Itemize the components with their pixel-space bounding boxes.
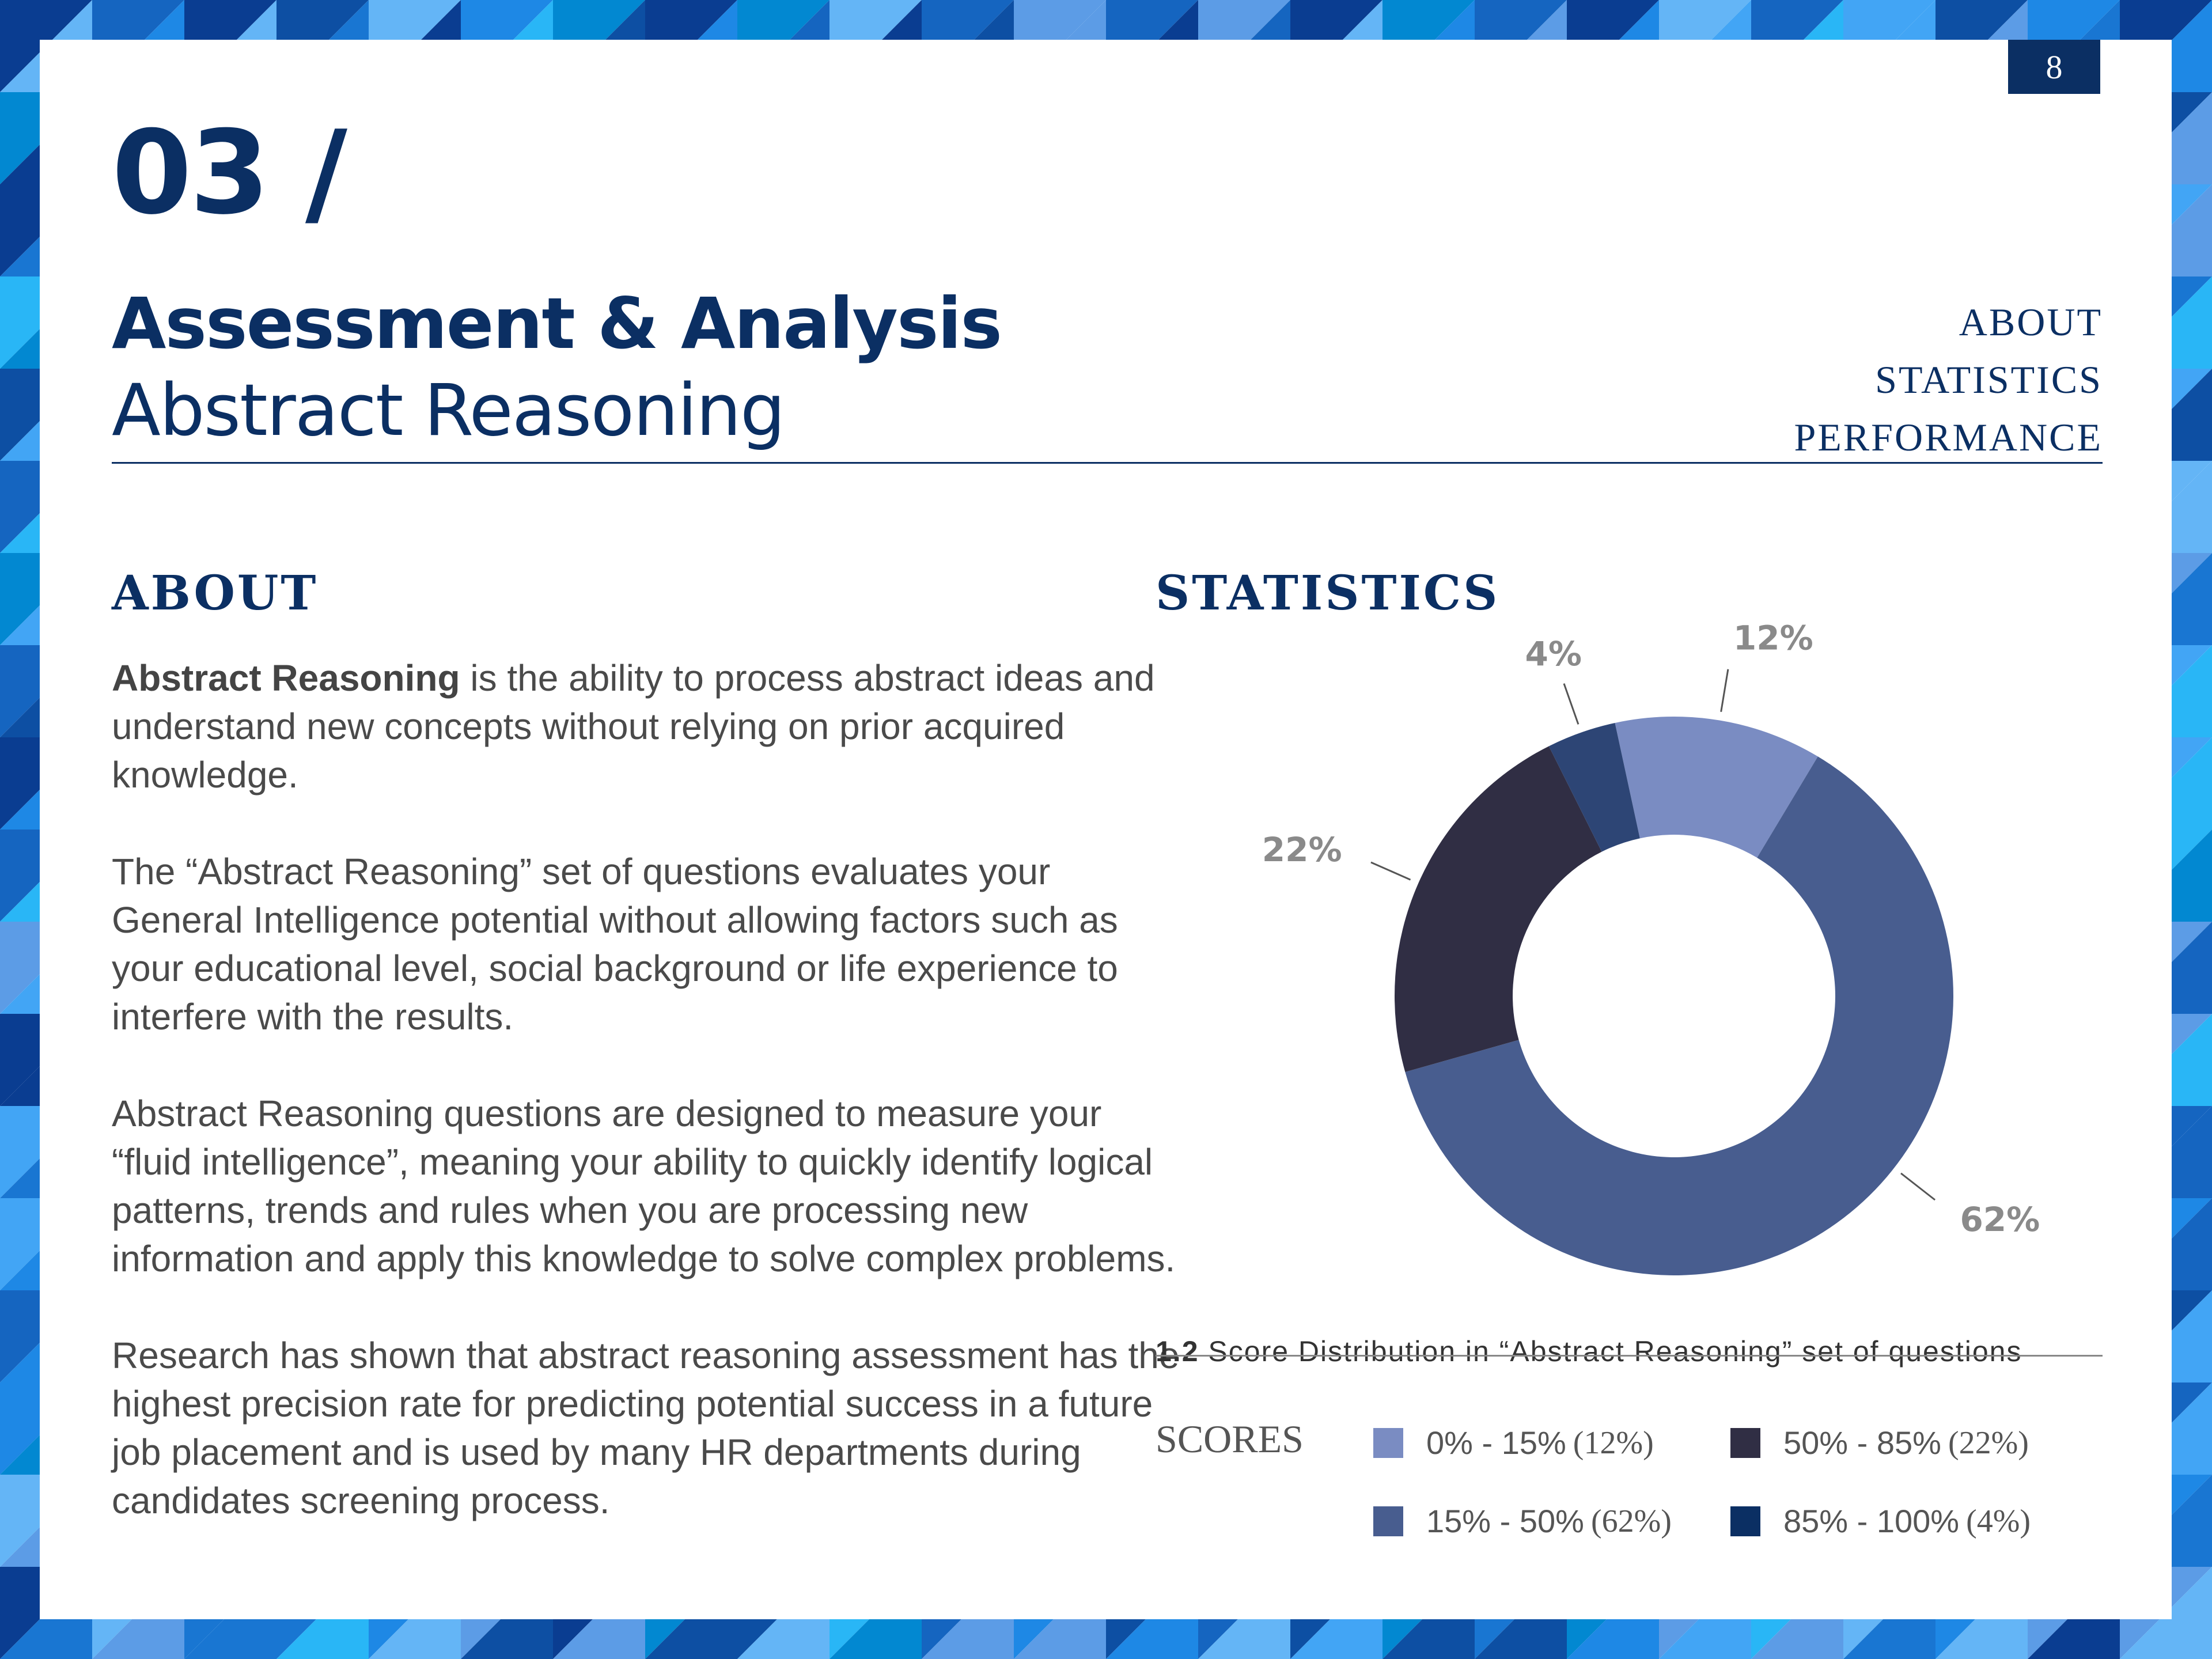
legend-range-50-85: 50% - 85% bbox=[1783, 1425, 1941, 1461]
chart-caption: 1.2 Score Distribution in “Abstract Reas… bbox=[1156, 1335, 2022, 1368]
donut-slice-0-15 bbox=[1615, 717, 1818, 858]
legend-pct-15-50: (62%) bbox=[1590, 1503, 1672, 1539]
page-subtitle: Abstract Reasoning bbox=[112, 369, 786, 452]
slice-label-85-100: 4% bbox=[1525, 634, 1581, 673]
page-title: Assessment & Analysis bbox=[112, 283, 1002, 365]
page-number: 8 bbox=[2008, 40, 2100, 94]
legend-swatch-0-15 bbox=[1373, 1427, 1403, 1458]
legend-item-85-100: 85% - 100% (4%) bbox=[1730, 1502, 2031, 1540]
legend-item-0-15: 0% - 15% (12%) bbox=[1373, 1424, 1654, 1461]
slice-label-0-15: 12% bbox=[1733, 618, 1813, 657]
legend-pct-0-15: (12%) bbox=[1573, 1425, 1654, 1461]
leader-line-0-15 bbox=[1720, 669, 1729, 712]
legend-swatch-50-85 bbox=[1730, 1427, 1760, 1458]
legend-pct-50-85: (22%) bbox=[1948, 1425, 2029, 1461]
about-paragraph-1: Abstract Reasoning is the ability to pro… bbox=[112, 654, 1183, 799]
leader-line-85-100 bbox=[1563, 683, 1580, 725]
section-nav: ABOUT STATISTICS PERFORMANCE bbox=[1794, 293, 2103, 466]
legend-swatch-15-50 bbox=[1373, 1506, 1403, 1536]
donut-slice-85-100 bbox=[1548, 722, 1640, 852]
legend-item-15-50: 15% - 50% (62%) bbox=[1373, 1502, 1672, 1540]
legend-range-0-15: 0% - 15% bbox=[1426, 1425, 1566, 1461]
caption-text: Score Distribution in “Abstract Reasonin… bbox=[1199, 1335, 2022, 1368]
slice-label-15-50: 62% bbox=[1960, 1200, 2040, 1239]
about-definition: is the ability to process abstract ideas… bbox=[112, 657, 1155, 796]
caption-divider bbox=[1156, 1355, 2103, 1357]
about-paragraph-2: The “Abstract Reasoning” set of question… bbox=[112, 851, 1118, 1037]
legend-pct-85-100: (4%) bbox=[1966, 1503, 2031, 1539]
donut-slice-15-50 bbox=[1405, 756, 1953, 1275]
score-donut-chart: 12% 62% 22% 4% bbox=[1262, 618, 2040, 1275]
slice-label-50-85: 22% bbox=[1262, 830, 1342, 869]
nav-item-statistics[interactable]: STATISTICS bbox=[1875, 358, 2103, 402]
nav-item-about[interactable]: ABOUT bbox=[1959, 300, 2103, 344]
about-term: Abstract Reasoning bbox=[112, 657, 460, 699]
report-page: 8 03 / Assessment & Analysis Abstract Re… bbox=[40, 40, 2172, 1619]
donut-slice-50-85 bbox=[1395, 746, 1602, 1073]
leader-line-50-85 bbox=[1370, 861, 1411, 881]
about-text: Abstract Reasoning is the ability to pro… bbox=[112, 654, 1183, 1573]
leader-line-15-50 bbox=[1900, 1172, 1936, 1201]
chapter-number: 03 / bbox=[112, 106, 347, 240]
legend-title: SCORES bbox=[1156, 1417, 1304, 1461]
nav-item-performance[interactable]: PERFORMANCE bbox=[1794, 415, 2103, 459]
caption-number: 1.2 bbox=[1156, 1335, 1199, 1368]
about-paragraph-3: Abstract Reasoning questions are designe… bbox=[112, 1093, 1176, 1279]
about-paragraph-4: Research has shown that abstract reasoni… bbox=[112, 1335, 1180, 1521]
legend-range-85-100: 85% - 100% bbox=[1783, 1503, 1960, 1539]
legend-item-50-85: 50% - 85% (22%) bbox=[1730, 1424, 2029, 1461]
about-heading: ABOUT bbox=[112, 566, 319, 621]
statistics-heading: STATISTICS bbox=[1156, 566, 1500, 621]
legend-range-15-50: 15% - 50% bbox=[1426, 1503, 1584, 1539]
legend-swatch-85-100 bbox=[1730, 1506, 1760, 1536]
header-divider bbox=[112, 462, 2103, 464]
